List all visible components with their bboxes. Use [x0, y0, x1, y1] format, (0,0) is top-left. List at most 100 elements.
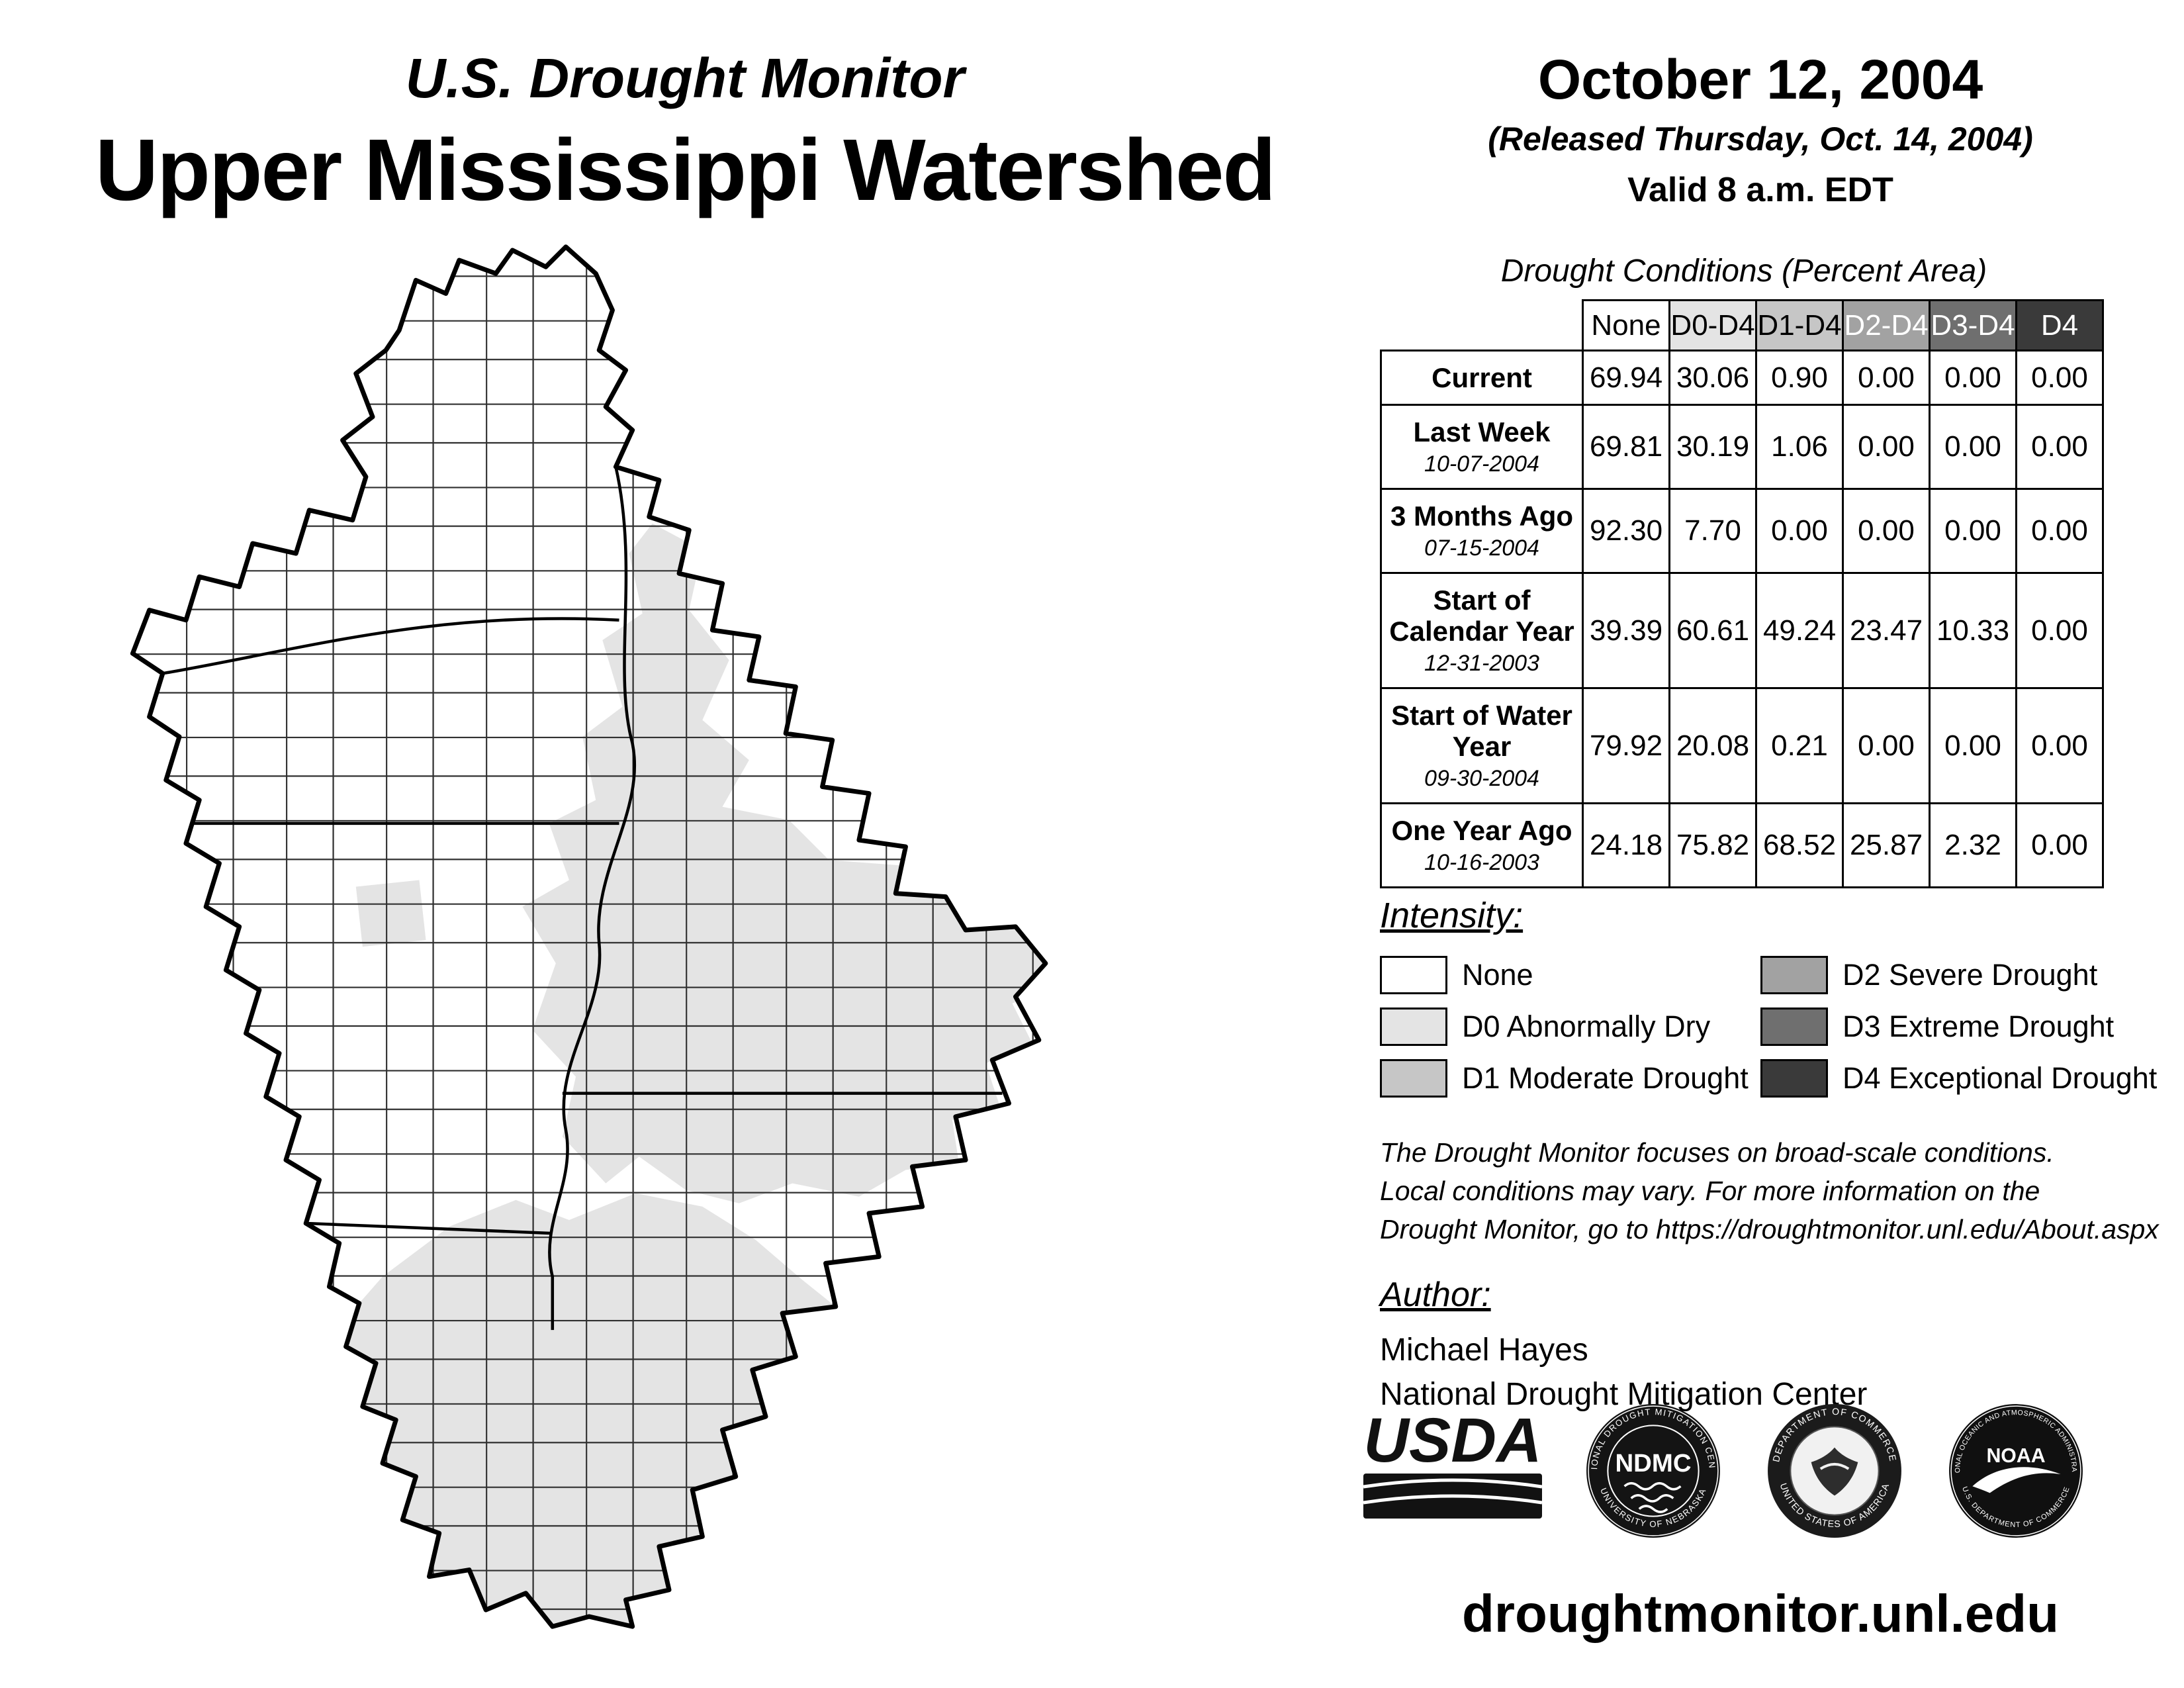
value-cell: 75.82: [1668, 802, 1757, 889]
disclaimer-line: The Drought Monitor focuses on broad-sca…: [1380, 1137, 2054, 1168]
site-url: droughtmonitor.unl.edu: [1461, 1584, 2060, 1643]
county-boundaries: [132, 246, 1046, 1627]
value-cell: 69.81: [1582, 404, 1670, 491]
ndmc-logo: NATIONAL DROUGHT MITIGATION CENTER UNIVE…: [1583, 1401, 1720, 1538]
commerce-eagle-wings-icon: [1819, 1462, 1850, 1470]
noaa-wordmark: NOAA: [1986, 1445, 2045, 1467]
disclaimer-line: Drought Monitor, go to https://droughtmo…: [1380, 1214, 2159, 1245]
table-row: Start of Calendar Year 12-31-2003 39.39 60.…: [1380, 572, 2104, 690]
row-label: Start of Water Year 09-30-2004: [1380, 687, 1584, 805]
value-cell: 0.00: [1929, 488, 2017, 575]
drought-conditions-table: None D0-D4 D1-D4 D2-D4 D3-D4 D4 Current 69.94 3…: [1380, 299, 2104, 889]
legend-item: D3 Extreme Drought: [1760, 1008, 2171, 1046]
value-cell: 69.94: [1582, 349, 1670, 406]
column-header-d0-d4: D0-D4: [1668, 299, 1757, 352]
commerce-inner-ring: [1790, 1426, 1880, 1516]
table-row: 3 Months Ago 07-15-2004 92.30 7.70 0.00 0.00 0…: [1380, 488, 2104, 575]
legend-swatch: [1760, 1008, 1828, 1046]
legend-label: D3 Extreme Drought: [1843, 1009, 2115, 1043]
ndmc-wave-icon: [1630, 1494, 1674, 1503]
row-label: Current: [1380, 349, 1584, 406]
date-block: October 12, 2004 (Released Thursday, Oct…: [1350, 48, 2171, 210]
noaa-ring: [1950, 1405, 2081, 1536]
legend-swatch: [1380, 956, 1447, 994]
legend-swatch: [1760, 956, 1828, 994]
value-cell: 0.00: [1929, 687, 2017, 805]
value-cell: 20.08: [1668, 687, 1757, 805]
noaa-bird-icon: [1972, 1467, 2061, 1493]
usda-wordmark: USDA: [1363, 1405, 1541, 1476]
table-corner-spacer: [1381, 300, 1583, 351]
column-header-d1-d4: D1-D4: [1755, 299, 1844, 352]
ndmc-wordmark: NDMC: [1615, 1449, 1691, 1477]
value-cell: 10.33: [1929, 572, 2017, 690]
info-column: October 12, 2004 (Released Thursday, Oct…: [1350, 0, 2171, 1688]
table-row: Current 69.94 30.06 0.90 0.00 0.00 0.00: [1380, 349, 2104, 406]
table-row: One Year Ago 10-16-2003 24.18 75.82 68.52 25.…: [1380, 802, 2104, 889]
table-title: Drought Conditions (Percent Area): [1500, 254, 1987, 289]
value-cell: 68.52: [1755, 802, 1844, 889]
author-section: Author: Michael Hayes National Drought M…: [1380, 1275, 1867, 1413]
logo-row: USDA NATIONAL DROUGHT MITIGATION CENTER …: [1363, 1401, 2164, 1541]
legend-label: None: [1462, 958, 1533, 992]
disclaimer-line: Local conditions may vary. For more info…: [1380, 1176, 2040, 1207]
value-cell: 79.92: [1582, 687, 1670, 805]
title-block: U.S. Drought Monitor Upper Mississippi W…: [36, 46, 1334, 220]
ndmc-seal-circle: [1586, 1404, 1720, 1538]
value-cell: 2.32: [1929, 802, 2017, 889]
legend-item: D1 Moderate Drought: [1380, 1059, 1760, 1098]
legend-swatch: [1380, 1008, 1447, 1046]
released-date: (Released Thursday, Oct. 14, 2004): [1488, 120, 2033, 158]
legend-swatch: [1380, 1059, 1447, 1098]
value-cell: 60.61: [1668, 572, 1757, 690]
value-cell: 49.24: [1755, 572, 1844, 690]
value-cell: 0.00: [1842, 687, 1931, 805]
drought-table-body: Current 69.94 30.06 0.90 0.00 0.00 0.00 Last We…: [1380, 349, 2104, 889]
value-cell: 7.70: [1668, 488, 1757, 575]
column-header-d3-d4: D3-D4: [1929, 299, 2017, 352]
valid-time: Valid 8 a.m. EDT: [1627, 171, 1893, 209]
row-label: Start of Calendar Year 12-31-2003: [1380, 572, 1584, 690]
author-name: Michael Hayes: [1380, 1333, 1588, 1368]
legend-item: D2 Severe Drought: [1760, 956, 2171, 994]
legend-swatch: [1760, 1059, 1828, 1098]
value-cell: 0.00: [1842, 404, 1931, 491]
column-header-none: None: [1582, 299, 1670, 352]
value-cell: 0.00: [2015, 404, 2104, 491]
legend-label: D0 Abnormally Dry: [1462, 1009, 1711, 1043]
column-header-d2-d4: D2-D4: [1842, 299, 1931, 352]
commerce-eagle-emblem-icon: [1811, 1447, 1858, 1496]
value-cell: 0.00: [2015, 488, 2104, 575]
usda-wave-icon: [1363, 1494, 1542, 1505]
legend-label: D1 Moderate Drought: [1462, 1061, 1749, 1095]
ndmc-ring: [1588, 1405, 1719, 1536]
legend-label: D4 Exceptional Drought: [1843, 1061, 2158, 1095]
page-title: Upper Mississippi Watershed: [95, 121, 1276, 218]
drought-table-head: None D0-D4 D1-D4 D2-D4 D3-D4 D4: [1381, 299, 2104, 352]
legend-label: D2 Severe Drought: [1843, 958, 2098, 992]
author-org: National Drought Mitigation Center: [1380, 1377, 1868, 1412]
column-header-d4: D4: [2015, 299, 2104, 352]
value-cell: 0.90: [1755, 349, 1844, 406]
watershed-map: [86, 235, 1059, 1632]
legend-item: None: [1380, 956, 1760, 994]
usda-wave-icon: [1363, 1478, 1542, 1489]
table-row: Last Week 10-07-2004 69.81 30.19 1.06 0.00 0.0…: [1380, 404, 2104, 491]
intensity-heading: Intensity:: [1380, 896, 1524, 935]
value-cell: 0.00: [1929, 404, 2017, 491]
value-cell: 0.00: [2015, 349, 2104, 406]
ndmc-wave-icon: [1638, 1505, 1668, 1513]
legend-item: D0 Abnormally Dry: [1380, 1008, 1760, 1046]
value-cell: 0.00: [1842, 349, 1931, 406]
usda-logo: USDA: [1363, 1405, 1542, 1519]
disclaimer-text: The Drought Monitor focuses on broad-sca…: [1380, 1133, 2159, 1249]
value-cell: 0.21: [1755, 687, 1844, 805]
row-label: One Year Ago 10-16-2003: [1380, 802, 1584, 889]
value-cell: 1.06: [1755, 404, 1844, 491]
value-cell: 30.19: [1668, 404, 1757, 491]
watershed-outline: [130, 244, 1048, 1629]
value-cell: 0.00: [2015, 572, 2104, 690]
ndmc-wave-icon: [1623, 1481, 1682, 1491]
watershed-map-svg: [130, 244, 1048, 1629]
noaa-logo: NATIONAL OCEANIC AND ATMOSPHERIC ADMINIS…: [1946, 1401, 2083, 1538]
